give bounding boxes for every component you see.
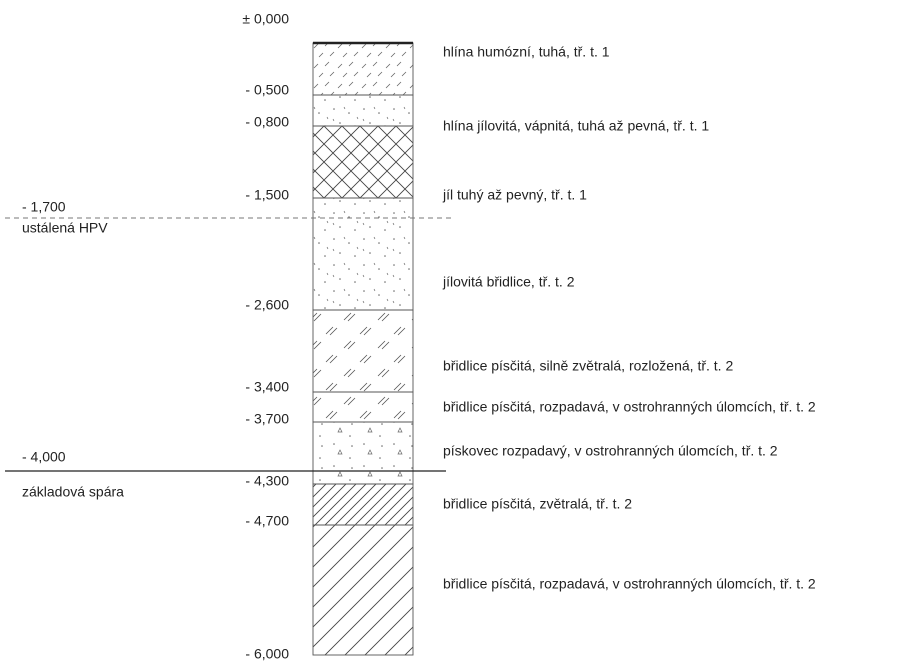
layer-description: břidlice písčitá, rozpadavá, v ostrohran… <box>443 576 816 592</box>
layer-description: pískovec rozpadavý, v ostrohranných úlom… <box>443 443 778 459</box>
soil-layer <box>312 94 414 127</box>
depth-label: - 3,400 <box>245 379 289 395</box>
soil-layer <box>312 524 414 656</box>
depth-label: - 0,500 <box>245 82 289 98</box>
layers <box>312 42 414 656</box>
depth-label: - 0,800 <box>245 114 289 130</box>
depth-label: ± 0,000 <box>242 11 289 27</box>
depth-label: - 4,300 <box>245 473 289 489</box>
depth-label: - 1,500 <box>245 187 289 203</box>
layer-description: břidlice písčitá, zvětralá, tř. t. 2 <box>443 496 632 512</box>
marker-depth: - 4,000 <box>22 449 66 465</box>
layer-description: břidlice písčitá, silně zvětralá, rozlož… <box>443 358 733 374</box>
soil-layer <box>312 42 414 96</box>
soil-layer <box>312 197 414 311</box>
marker-label: ustálená HPV <box>22 220 108 236</box>
layer-description: jíl tuhý až pevný, tř. t. 1 <box>442 187 587 203</box>
depth-label: - 3,700 <box>245 411 289 427</box>
layer-description: jílovitá břidlice, tř. t. 2 <box>442 274 575 290</box>
layer-description: hlína humózní, tuhá, tř. t. 1 <box>443 44 610 60</box>
depth-label: - 4,700 <box>245 513 289 529</box>
soil-layer <box>312 309 414 393</box>
layer-description: břidlice písčitá, rozpadavá, v ostrohran… <box>443 399 816 415</box>
depth-label: - 6,000 <box>245 646 289 662</box>
soil-layer <box>312 391 414 423</box>
soil-layer <box>312 125 414 199</box>
depth-label: - 2,600 <box>245 297 289 313</box>
soil-layer <box>312 421 414 485</box>
marker-label: základová spára <box>22 484 124 500</box>
soil-layer <box>312 483 414 526</box>
marker-depth: - 1,700 <box>22 199 66 215</box>
layer-description: hlína jílovitá, vápnitá, tuhá až pevná, … <box>443 118 709 134</box>
